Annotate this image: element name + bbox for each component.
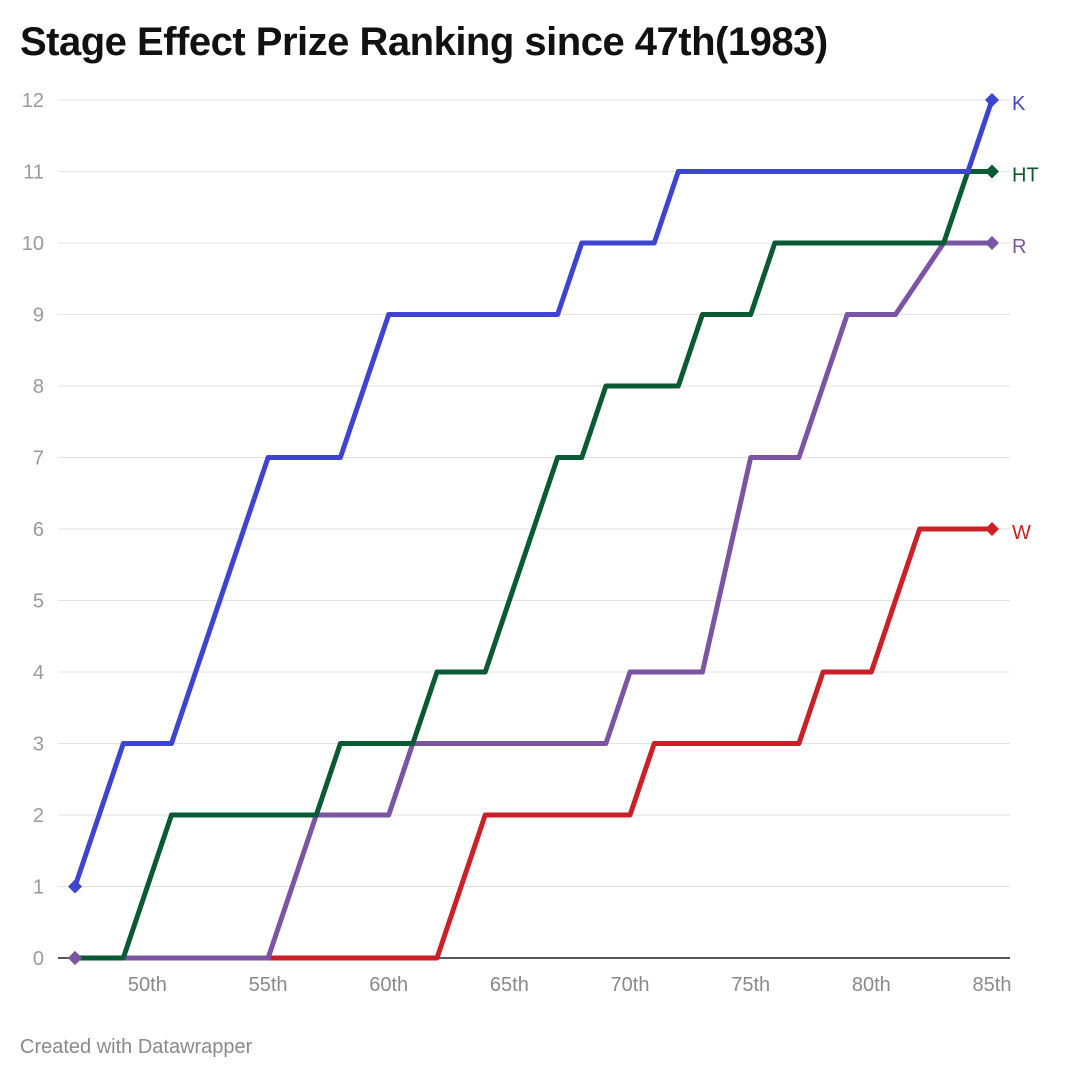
series-line-ht (72, 169, 995, 961)
series-marker-ht-end (985, 164, 999, 179)
x-tick-label: 85th (973, 974, 1012, 996)
x-tick-label: 75th (731, 974, 770, 996)
x-tick-label: 50th (128, 974, 167, 996)
y-tick-label: 10 (22, 233, 44, 255)
gridlines (58, 99, 1010, 887)
series-labels: K HT R W (1012, 93, 1039, 544)
y-tick-label: 0 (33, 948, 44, 970)
credit-text: Created with Datawrapper (20, 1036, 253, 1058)
y-tick-label: 12 (22, 90, 44, 112)
x-tick-label: 60th (369, 974, 408, 996)
y-tick-label: 9 (33, 305, 44, 327)
series-lines (68, 93, 999, 965)
series-line-k (72, 97, 995, 889)
series-marker-k-end (985, 93, 999, 107)
y-tick-label: 6 (33, 519, 44, 541)
series-label-w: W (1012, 522, 1031, 544)
series-line-r (72, 240, 995, 961)
series-label-k: K (1012, 93, 1026, 115)
y-tick-label: 1 (33, 877, 44, 899)
chart-title: Stage Effect Prize Ranking since 47th(19… (20, 20, 828, 64)
series-marker-r-end (985, 236, 999, 250)
series-marker-k-start (68, 879, 82, 894)
x-tick-label: 55th (249, 974, 288, 996)
y-tick-label: 11 (23, 162, 44, 184)
x-tick-label: 70th (611, 974, 650, 996)
y-tick-label: 3 (33, 734, 44, 756)
series-label-ht: HT (1012, 165, 1039, 187)
y-tick-label: 2 (33, 805, 44, 827)
y-tick-label: 8 (33, 376, 44, 398)
series-label-r: R (1012, 236, 1026, 258)
y-tick-label: 5 (33, 591, 44, 613)
x-tick-label: 65th (490, 974, 529, 996)
series-marker-w-end (985, 522, 999, 536)
x-tick-label: 80th (852, 974, 891, 996)
y-tick-label: 4 (33, 662, 44, 684)
y-tick-label: 7 (33, 448, 44, 470)
series-marker-r-start (68, 951, 82, 965)
series-line-w (265, 526, 995, 961)
